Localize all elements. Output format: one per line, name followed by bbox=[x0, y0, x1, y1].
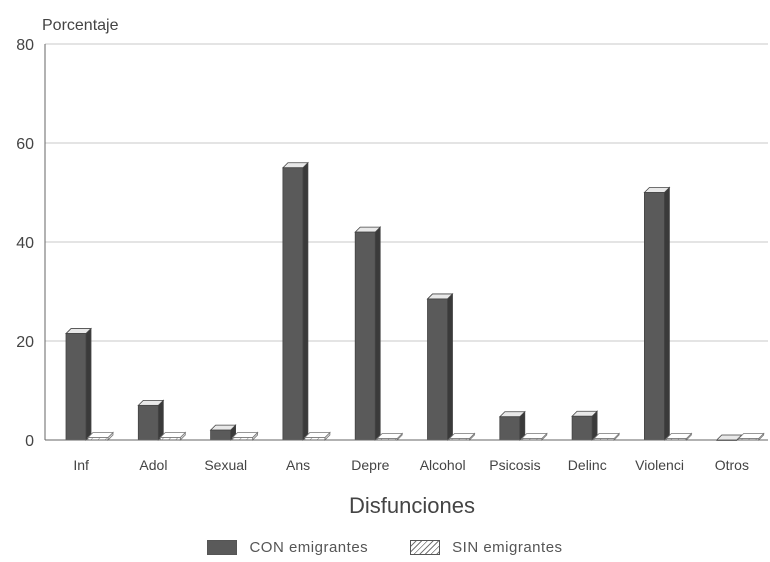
bar-top bbox=[303, 432, 331, 438]
bar-top bbox=[137, 399, 165, 406]
x-tick-label: Alcohol bbox=[420, 457, 466, 473]
x-tick-label: Sexual bbox=[204, 457, 247, 473]
bar-sin-depre bbox=[376, 432, 404, 441]
bar-top bbox=[665, 433, 693, 439]
bar-front bbox=[354, 231, 376, 441]
x-tick-label: Psicosis bbox=[489, 457, 540, 473]
bar-top bbox=[737, 433, 765, 439]
bar-con-alcohol bbox=[426, 292, 454, 441]
bar-top bbox=[520, 433, 548, 439]
y-tick-label: 0 bbox=[25, 433, 34, 450]
bar-front bbox=[137, 404, 159, 441]
x-axis-title: Disfunciones bbox=[349, 493, 475, 518]
bar-top bbox=[231, 432, 259, 438]
bar-top bbox=[426, 293, 454, 300]
legend: CON emigrantes SIN emigrantes bbox=[0, 534, 770, 560]
bar-chart: 0 20 40 60 80 Inf Adol Sexual Ans Depre Alcohol Ps… bbox=[16, 17, 768, 518]
bar-side bbox=[302, 161, 309, 441]
legend-swatch-con bbox=[207, 539, 238, 555]
x-tick-labels: Inf Adol Sexual Ans Depre Alcohol Psicosis Deli… bbox=[73, 457, 749, 473]
x-tick-label: Violenci bbox=[635, 457, 684, 473]
bar-top bbox=[87, 432, 114, 438]
bars bbox=[65, 161, 765, 441]
y-tick-label: 40 bbox=[16, 235, 34, 252]
bar-side bbox=[85, 327, 92, 441]
x-tick-label: Ans bbox=[286, 457, 310, 473]
bar-sin-alcohol bbox=[448, 432, 476, 441]
bar-top bbox=[498, 411, 526, 418]
bar-front bbox=[499, 416, 521, 441]
y-axis-title: Porcentaje bbox=[42, 17, 119, 34]
legend-swatch-sin bbox=[410, 539, 441, 555]
legend-item-con: CON emigrantes bbox=[207, 539, 368, 556]
bar-front bbox=[65, 333, 87, 441]
bar-top bbox=[281, 162, 309, 169]
y-tick-labels: 0 20 40 60 80 bbox=[16, 37, 34, 450]
bar-top bbox=[376, 433, 404, 439]
bar-front bbox=[571, 415, 593, 441]
bar-con-ans bbox=[281, 161, 309, 441]
bar-top bbox=[715, 434, 743, 441]
bar-sin-otros bbox=[737, 432, 765, 441]
bar-con-delinc bbox=[571, 410, 599, 441]
bar-sin-psicosis bbox=[520, 432, 548, 441]
bar-sin-violenci bbox=[665, 432, 693, 441]
legend-label-sin: SIN emigrantes bbox=[452, 538, 563, 556]
x-tick-label: Adol bbox=[139, 457, 167, 473]
y-tick-label: 20 bbox=[16, 334, 34, 351]
x-tick-label: Otros bbox=[715, 457, 749, 473]
bar-con-violenci bbox=[643, 186, 671, 441]
bar-side bbox=[447, 292, 453, 441]
bar-front bbox=[210, 429, 232, 441]
bar-sin-adol bbox=[159, 431, 187, 441]
bar-sin-delinc bbox=[593, 432, 621, 441]
bar-side bbox=[664, 186, 670, 441]
bar-top bbox=[643, 187, 671, 193]
bar-front bbox=[282, 167, 304, 441]
legend-item-sin: SIN emigrantes bbox=[410, 539, 562, 556]
bar-sin-inf bbox=[87, 431, 114, 441]
legend-label-con: CON emigrantes bbox=[249, 538, 369, 556]
y-tick-label: 60 bbox=[16, 136, 34, 153]
bar-top bbox=[354, 226, 382, 233]
bar-top bbox=[448, 433, 476, 439]
bar-side bbox=[157, 399, 164, 441]
bar-con-inf bbox=[65, 327, 92, 441]
bar-sin-ans bbox=[303, 431, 331, 441]
bar-top bbox=[159, 432, 187, 438]
bar-con-adol bbox=[137, 399, 165, 441]
bar-sin-sexual bbox=[231, 431, 259, 441]
bar-front bbox=[644, 192, 665, 441]
bar-side bbox=[374, 226, 381, 441]
bar-con-psicosis bbox=[498, 410, 526, 441]
bar-top bbox=[571, 410, 599, 417]
x-tick-label: Depre bbox=[351, 457, 389, 473]
y-tick-label: 80 bbox=[16, 37, 34, 54]
bar-top bbox=[593, 433, 621, 439]
x-tick-label: Inf bbox=[73, 457, 89, 473]
x-tick-label: Delinc bbox=[568, 457, 607, 473]
bar-front bbox=[427, 298, 448, 441]
bar-top bbox=[65, 328, 92, 334]
bar-top bbox=[209, 424, 237, 431]
bar-con-depre bbox=[354, 226, 382, 441]
